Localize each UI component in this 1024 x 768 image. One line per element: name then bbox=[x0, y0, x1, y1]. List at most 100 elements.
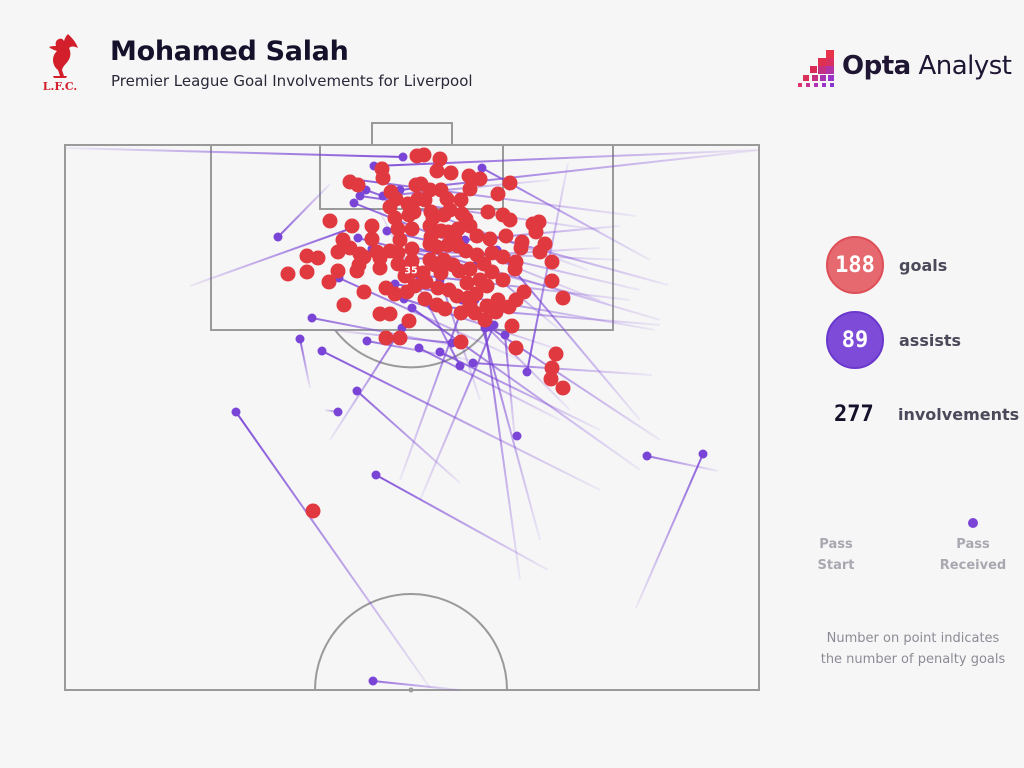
goal-point bbox=[468, 286, 484, 302]
assist-pass-line bbox=[484, 327, 521, 581]
assist-point bbox=[522, 367, 532, 377]
goal-point bbox=[484, 264, 500, 280]
goal-point bbox=[477, 312, 493, 328]
penalty-goals-count: 35 bbox=[404, 266, 417, 277]
assist-point bbox=[398, 152, 408, 162]
goal-point bbox=[480, 204, 496, 220]
goal-point bbox=[453, 192, 469, 208]
goal-point bbox=[502, 212, 518, 228]
goal-point bbox=[280, 266, 296, 282]
goal-point bbox=[502, 175, 518, 191]
goal-point bbox=[433, 265, 449, 281]
assist-pass-line bbox=[329, 327, 403, 441]
goal-point bbox=[488, 304, 504, 320]
assist-pass-line bbox=[372, 680, 461, 691]
goal-point bbox=[490, 292, 506, 308]
goal-point bbox=[443, 165, 459, 181]
opta-analyst-wordmark: Opta Analyst bbox=[842, 51, 1012, 81]
goal-point bbox=[447, 230, 463, 246]
assist-pass-line bbox=[646, 455, 719, 472]
center-circle bbox=[314, 593, 508, 691]
goal-point bbox=[299, 264, 315, 280]
goals-count-badge: 188 bbox=[826, 236, 884, 294]
assist-point bbox=[407, 303, 417, 313]
goal-point bbox=[344, 218, 360, 234]
goal-point bbox=[513, 240, 529, 256]
goal-point bbox=[349, 263, 365, 279]
assist-pass-line bbox=[496, 249, 641, 421]
assist-pass-line bbox=[375, 474, 549, 571]
penalty-goal-point bbox=[402, 261, 420, 279]
goal-point bbox=[392, 232, 408, 248]
goal-point bbox=[462, 181, 478, 197]
goal-point bbox=[356, 284, 372, 300]
goal-point bbox=[498, 228, 514, 244]
goal-point bbox=[508, 340, 524, 356]
goal-point bbox=[404, 241, 420, 257]
goal-point bbox=[495, 249, 511, 265]
goal-point bbox=[390, 245, 406, 261]
assist-point bbox=[455, 361, 465, 371]
page-title: Mohamed Salah bbox=[110, 36, 349, 67]
goal-point bbox=[382, 306, 398, 322]
goal-point bbox=[501, 299, 517, 315]
header: L.F.C. Mohamed Salah Premier League Goal… bbox=[0, 0, 1024, 110]
goal-point bbox=[472, 272, 488, 288]
opta-pixel-icon bbox=[798, 50, 834, 87]
assist-point bbox=[349, 198, 359, 208]
goal-point bbox=[437, 301, 453, 317]
goal-point bbox=[322, 213, 338, 229]
penalty-arc bbox=[334, 329, 488, 369]
assist-point bbox=[362, 336, 372, 346]
assist-point bbox=[352, 386, 362, 396]
goal-point bbox=[532, 244, 548, 260]
goal-point bbox=[356, 249, 372, 265]
goals-label: goals bbox=[899, 255, 948, 275]
assist-point bbox=[468, 358, 478, 368]
goal-point bbox=[528, 224, 544, 240]
goal-point bbox=[390, 256, 406, 272]
assist-pass-line bbox=[635, 453, 704, 609]
legend-pass-start: Pass Start bbox=[817, 537, 855, 573]
goal-point bbox=[461, 168, 477, 184]
goal-point bbox=[416, 147, 432, 163]
goal-point bbox=[350, 177, 366, 193]
goal-point bbox=[543, 371, 559, 387]
goal-point bbox=[555, 380, 571, 396]
assist-pass-line bbox=[373, 149, 758, 167]
goal-point bbox=[375, 170, 391, 186]
assists-count-badge: 89 bbox=[826, 311, 884, 369]
assists-label: assists bbox=[899, 330, 962, 350]
goal-point bbox=[305, 503, 321, 519]
assist-point bbox=[512, 431, 522, 441]
assist-point bbox=[355, 191, 365, 201]
goal-point bbox=[423, 229, 439, 245]
goal-point bbox=[404, 221, 420, 237]
assist-pass-line bbox=[411, 307, 641, 471]
goal-point bbox=[364, 231, 380, 247]
assist-point bbox=[435, 347, 445, 357]
goal-point bbox=[453, 334, 469, 350]
goal-point bbox=[401, 313, 417, 329]
assist-point bbox=[382, 226, 392, 236]
assist-pass-line bbox=[277, 183, 331, 238]
assist-pass-line bbox=[474, 299, 541, 541]
goals-stat: 188 goals bbox=[826, 236, 947, 294]
goal-points bbox=[280, 147, 571, 519]
goal-point bbox=[310, 250, 326, 266]
penalty-annotation: 35 bbox=[402, 261, 420, 279]
assist-pass-line bbox=[321, 350, 601, 491]
goal bbox=[371, 122, 453, 146]
assist-point bbox=[368, 676, 378, 686]
goal-point bbox=[321, 274, 337, 290]
assists-stat: 89 assists bbox=[826, 311, 961, 369]
goal-point bbox=[436, 252, 452, 268]
goal-point bbox=[392, 330, 408, 346]
goal-point bbox=[417, 192, 433, 208]
assist-point bbox=[414, 343, 424, 353]
goal-point bbox=[490, 186, 506, 202]
goal-point bbox=[387, 286, 403, 302]
involvements-count: 277 bbox=[834, 402, 874, 427]
goal-point bbox=[335, 232, 351, 248]
